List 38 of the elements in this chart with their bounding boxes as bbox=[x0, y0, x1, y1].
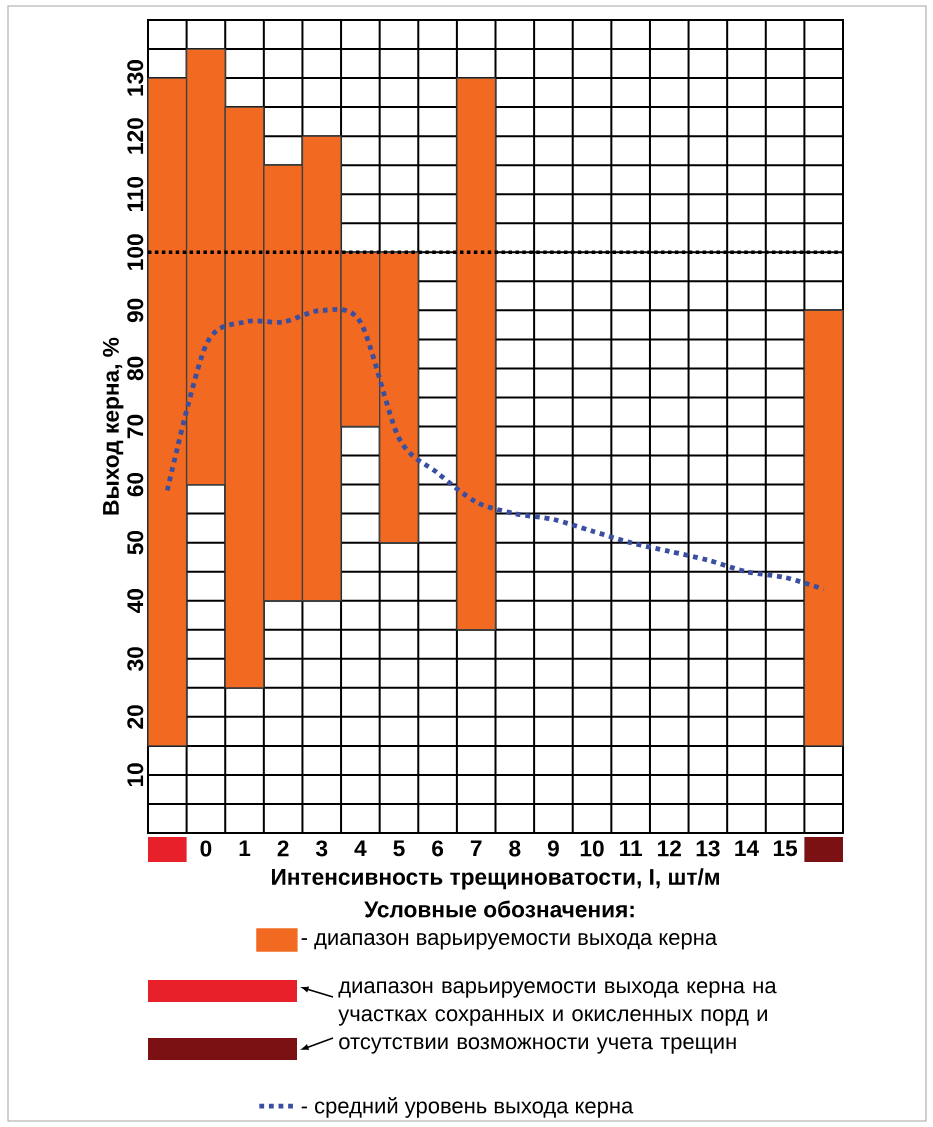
x-tick-label: 10 bbox=[580, 840, 604, 857]
x-tick-label: 6 bbox=[432, 840, 444, 857]
y-tick-label: 80 bbox=[127, 356, 144, 381]
x-tick-label: 9 bbox=[547, 840, 559, 857]
x-tick-label: 4 bbox=[354, 840, 367, 856]
x-tick-label: 1 bbox=[239, 840, 251, 856]
y-tick-label: 10 bbox=[127, 763, 144, 787]
x-tick-label: 8 bbox=[509, 840, 521, 857]
y-tick-label: 60 bbox=[127, 472, 144, 497]
x-tick-label: 13 bbox=[696, 840, 720, 857]
x-tick-label: 12 bbox=[658, 840, 681, 857]
y-tick-label: 50 bbox=[127, 530, 144, 555]
x-tick-label: 2 bbox=[277, 840, 289, 857]
legend-title: Условные обозначения: bbox=[364, 900, 634, 918]
y-tick-label: 90 bbox=[127, 298, 144, 323]
y-tick-label: 20 bbox=[127, 705, 144, 729]
y-tick-label: 40 bbox=[127, 589, 144, 613]
x-tick-label: 0 bbox=[200, 840, 212, 857]
legend-label: - диапазон варьируемости выхода керна bbox=[301, 933, 718, 950]
bar bbox=[803, 309, 844, 747]
y-tick-label: 120 bbox=[127, 118, 144, 154]
y-tick-label: 100 bbox=[127, 234, 144, 270]
line-series bbox=[164, 307, 827, 592]
y-axis-title: Выход керна, % bbox=[102, 337, 124, 515]
y-tick-label: 30 bbox=[127, 647, 144, 671]
x-axis-title: Интенсивность трещиноватости, I, шт/м bbox=[272, 868, 719, 890]
bar bbox=[456, 77, 497, 631]
text: диапазон варьируемости выхода керна на участках сохранных и окисленных порд и отсутствии возможности учета трещин bbox=[338, 981, 777, 1054]
legend-label: - средний уровень выхода керна bbox=[301, 1096, 634, 1118]
x-tick-label: 11 bbox=[620, 840, 642, 856]
x-tick-label: 14 bbox=[735, 840, 759, 856]
x-tick-label: 3 bbox=[315, 840, 328, 857]
y-tick-label: 70 bbox=[127, 414, 144, 439]
y-tick-label: 110 bbox=[127, 176, 144, 212]
x-tick-label: 5 bbox=[393, 840, 405, 857]
x-tick-label: 7 bbox=[470, 840, 482, 856]
y-tick-label: 130 bbox=[127, 60, 144, 96]
x-tick-label: 15 bbox=[773, 840, 798, 857]
